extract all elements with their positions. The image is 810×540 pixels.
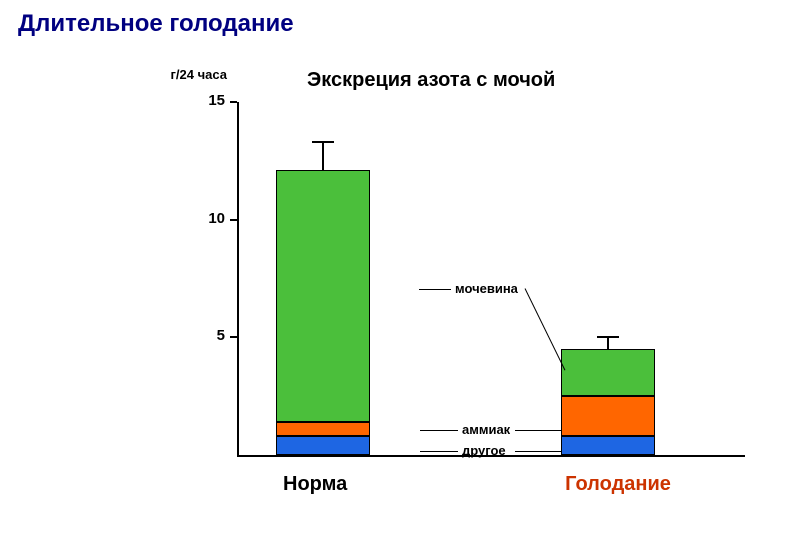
slide-title: Длительное голодание (18, 10, 294, 38)
segment-label-ammiak: аммиак (462, 422, 510, 437)
y-tick-label: 10 (191, 210, 225, 227)
bar-норма-mochevina (276, 170, 370, 422)
chart-title: Экскреция азота с мочой (307, 69, 555, 92)
bar-голодание-mochevina (561, 349, 655, 396)
y-tick-label: 15 (191, 92, 225, 109)
callout-line (515, 430, 561, 431)
error-bar-cap (597, 336, 619, 338)
callout-line (515, 451, 561, 452)
x-category-label: Норма (283, 473, 403, 496)
bar-норма-ammiak (276, 422, 370, 436)
callout-dot (419, 289, 420, 290)
segment-label-mochevina: мочевина (455, 281, 518, 296)
callout-line (420, 289, 451, 290)
error-bar-line (607, 337, 609, 349)
callout-line (420, 451, 458, 452)
callout-line (420, 430, 458, 431)
y-tick (230, 219, 237, 221)
y-tick-label: 5 (191, 327, 225, 344)
bar-голодание-ammiak (561, 396, 655, 436)
bar-норма-drugoe (276, 436, 370, 455)
y-tick (230, 336, 237, 338)
y-tick (230, 101, 237, 103)
y-axis-label: г/24 часа (145, 67, 227, 82)
y-axis-line (237, 102, 239, 457)
bar-голодание-drugoe (561, 436, 655, 455)
error-bar-cap (312, 141, 334, 143)
error-bar-line (322, 142, 324, 170)
x-category-label: Голодание (538, 473, 698, 496)
segment-label-drugoe: другое (462, 443, 506, 458)
